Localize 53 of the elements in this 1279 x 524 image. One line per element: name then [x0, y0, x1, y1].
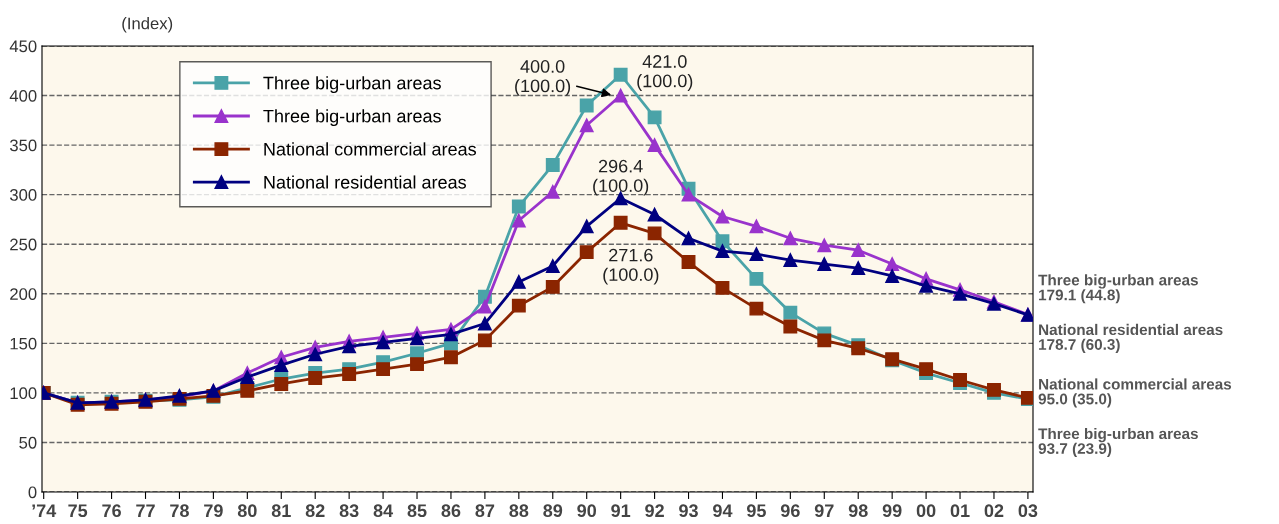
x-tick-label: 91	[611, 504, 631, 518]
annotation: National commercial areas 95.0 (35.0)	[1038, 378, 1232, 408]
x-tick-label: 02	[984, 504, 1004, 518]
x-tick-label: 00	[916, 504, 936, 518]
x-tick-label: 98	[848, 504, 868, 518]
x-tick-label: 96	[780, 504, 800, 518]
x-tick-label: 83	[339, 504, 359, 518]
y-tick-label: 450	[9, 40, 37, 53]
annotation: 400.0 (100.0)	[515, 60, 571, 96]
annotation: Three big-urban areas 93.7 (23.9)	[1038, 427, 1198, 457]
x-tick-label: 78	[170, 504, 189, 518]
y-axis-title: (Index)	[122, 17, 173, 33]
x-tick-label: 80	[237, 504, 257, 518]
y-tick-label: 350	[9, 139, 37, 152]
x-tick-label: 81	[271, 504, 291, 518]
annotation: 271.6 (100.0)	[603, 248, 659, 285]
x-tick-label: 92	[645, 504, 664, 518]
x-tick-label: 03	[1018, 504, 1038, 518]
x-tick-label: 01	[950, 504, 970, 518]
x-tick-label: 84	[373, 504, 394, 518]
x-tick-label: 76	[102, 504, 121, 518]
x-tick-label: ’74	[32, 504, 57, 517]
x-tick-label: 94	[713, 504, 733, 518]
x-tick-label: 79	[204, 504, 223, 518]
y-tick-label: 50	[19, 436, 37, 449]
x-tick-label: 95	[746, 504, 766, 518]
x-tick-label: 89	[543, 504, 563, 518]
x-tick-label: 85	[407, 504, 427, 518]
legend-label: National commercial areas	[264, 142, 476, 156]
x-tick-label: 82	[305, 504, 325, 518]
annotation: 296.4 (100.0)	[593, 159, 649, 196]
annotation: National residential areas 178.7 (60.3)	[1039, 323, 1223, 353]
x-tick-label: 86	[441, 504, 461, 518]
annotation: 421.0 (100.0)	[637, 55, 693, 91]
x-tick-label: 93	[679, 504, 698, 518]
annotation: Three big-urban areas 179.1 (44.8)	[1038, 274, 1198, 304]
legend-label: Three big-urban areas	[263, 109, 441, 127]
x-tick-label: 75	[68, 504, 88, 518]
y-tick-label: 200	[10, 288, 37, 300]
legend-label: National residential areas	[264, 175, 466, 189]
x-tick-label: 87	[475, 504, 495, 518]
legend-label: Three big-urban areas	[263, 76, 441, 93]
y-tick-label: 250	[10, 238, 37, 251]
x-tick-label: 90	[577, 504, 597, 518]
y-tick-label: 400	[9, 89, 37, 102]
y-tick-label: 100	[10, 387, 37, 400]
x-tick-label: 77	[136, 504, 155, 517]
x-tick-label: 97	[814, 504, 834, 518]
x-tick-label: 88	[509, 504, 529, 518]
y-tick-label: 300	[9, 189, 37, 201]
y-tick-label: 150	[10, 337, 37, 350]
y-tick-label: 0	[28, 486, 37, 499]
x-tick-label: 99	[882, 504, 902, 518]
